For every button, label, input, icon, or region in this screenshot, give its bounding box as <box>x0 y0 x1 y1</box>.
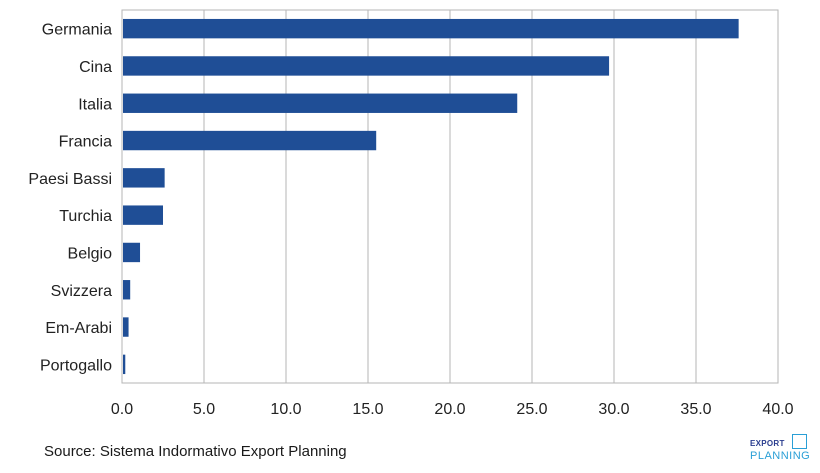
bar-paesi-bassi <box>123 168 165 188</box>
x-tick-labels: 0.0 5.0 10.0 15.0 20.0 25.0 30.0 35.0 40.0 <box>111 401 794 418</box>
x-tick-label: 25.0 <box>516 401 547 418</box>
bar-em-arabi <box>123 317 129 337</box>
bar-svizzera <box>123 280 131 300</box>
export-planning-logo: EXPORT PLANNING <box>748 433 814 467</box>
bar-turchia <box>123 205 163 225</box>
bar-chart: Germania Cina Italia Francia Paesi Bassi Turc… <box>28 9 794 418</box>
x-tick-label: 15.0 <box>352 401 383 418</box>
bar-portogallo <box>123 354 126 375</box>
bar-belgio <box>123 242 141 263</box>
category-label: Portogallo <box>40 357 112 374</box>
bar-francia <box>123 130 377 151</box>
plot-frame <box>121 9 779 384</box>
x-tick-label: 0.0 <box>111 401 133 418</box>
category-label: Germania <box>42 22 112 39</box>
category-label: Paesi Bassi <box>28 171 112 188</box>
bar-germania <box>123 18 739 39</box>
bar-cina <box>123 56 610 76</box>
category-label: Italia <box>78 96 112 113</box>
x-tick-label: 30.0 <box>598 401 629 418</box>
category-labels: Germania Cina Italia Francia Paesi Bassi Turc… <box>28 22 112 375</box>
bar-italia <box>123 93 518 113</box>
category-label: Svizzera <box>51 283 112 300</box>
x-tick-label: 5.0 <box>193 401 215 418</box>
logo-top-text: EXPORT <box>750 439 785 448</box>
category-label: Belgio <box>68 245 113 262</box>
category-label: Francia <box>59 134 112 151</box>
category-label: Em-Arabi <box>45 320 112 337</box>
logo-box-icon <box>792 434 807 449</box>
x-tick-label: 35.0 <box>680 401 711 418</box>
logo-bottom-text: PLANNING <box>750 450 811 462</box>
category-label: Turchia <box>59 208 112 225</box>
source-note: Source: Sistema Indormativo Export Plann… <box>44 443 347 460</box>
x-tick-label: 10.0 <box>270 401 301 418</box>
bars <box>123 18 739 375</box>
category-label: Cina <box>79 59 112 76</box>
x-tick-label: 40.0 <box>762 401 793 418</box>
x-tick-label: 20.0 <box>434 401 465 418</box>
